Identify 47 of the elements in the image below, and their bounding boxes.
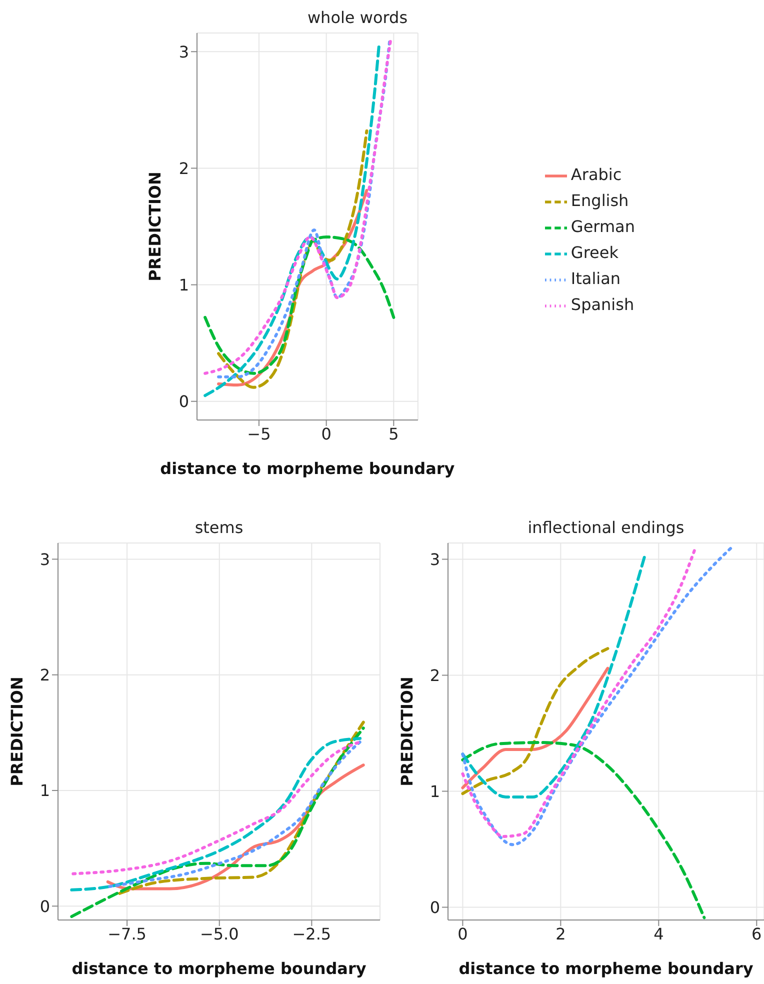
line-series — [461, 741, 706, 920]
legend-label: Italian — [570, 269, 621, 288]
line-series — [461, 544, 734, 846]
y-tick-label: 0 — [40, 896, 50, 916]
line-series — [217, 129, 368, 389]
x-tick-label: 0 — [458, 924, 468, 944]
legend-label: Spanish — [570, 295, 634, 314]
y-tick-label: 1 — [430, 782, 440, 801]
x-tick-label: −7.5 — [108, 924, 146, 944]
x-axis-title: distance to morpheme boundary — [160, 459, 456, 478]
x-tick-label: 0 — [321, 424, 332, 444]
y-tick-label: 2 — [178, 158, 189, 178]
line-series — [70, 726, 365, 918]
line-series — [118, 720, 365, 895]
y-tick-label: 3 — [178, 42, 189, 62]
x-tick-label: −5 — [247, 424, 271, 444]
x-tick-label: −5.0 — [200, 924, 239, 944]
line-series — [461, 666, 610, 790]
x-tick-label: −2.5 — [292, 924, 332, 944]
legend-label: Greek — [570, 243, 618, 262]
line-series — [461, 647, 610, 796]
legend-label: German — [570, 217, 635, 236]
y-tick-label: 2 — [430, 666, 440, 685]
legend-label: Arabic — [570, 165, 622, 184]
y-tick-label: 0 — [178, 392, 189, 412]
legend-label: English — [570, 191, 629, 210]
y-tick-label: 0 — [430, 898, 440, 917]
y-axis-title: PREDICTION — [8, 676, 27, 786]
line-series — [108, 740, 362, 888]
y-tick-label: 1 — [40, 781, 50, 800]
y-tick-label: 3 — [40, 550, 50, 569]
line-series — [204, 235, 396, 375]
x-axis-title: distance to morpheme boundary — [72, 959, 367, 978]
x-tick-label: 4 — [654, 924, 664, 944]
line-series — [461, 555, 646, 799]
x-tick-label: 2 — [556, 924, 566, 944]
y-tick-label: 2 — [40, 666, 50, 685]
y-tick-label: 3 — [430, 550, 440, 569]
y-axis-title: PREDICTION — [398, 676, 417, 786]
chart-title: whole words — [306, 8, 409, 27]
x-axis-title: distance to morpheme boundary — [458, 959, 754, 978]
x-tick-label: 6 — [752, 924, 762, 944]
x-tick-label: 5 — [388, 424, 399, 444]
y-axis-title: PREDICTION — [146, 172, 165, 282]
chart-title: stems — [194, 518, 244, 537]
chart-title: inflectional endings — [526, 518, 686, 537]
y-tick-label: 1 — [178, 275, 189, 294]
